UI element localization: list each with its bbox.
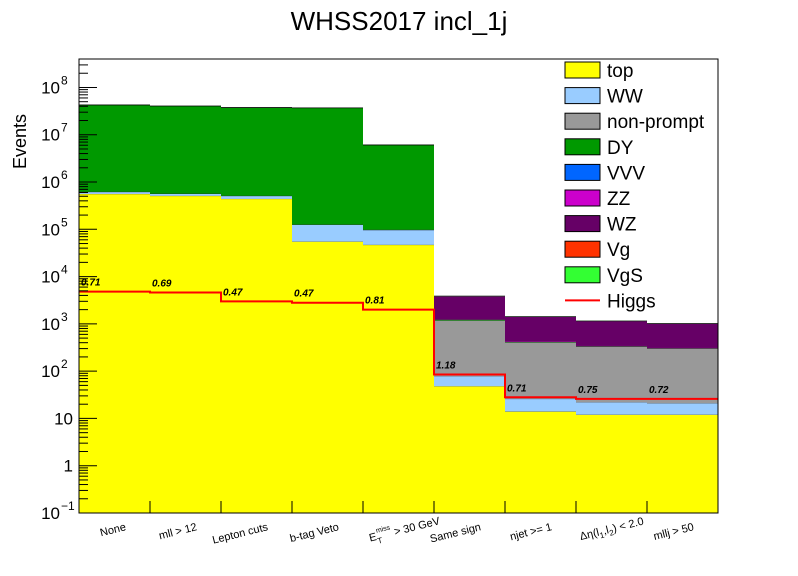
bar-wz-6 bbox=[505, 317, 576, 342]
legend-swatch-3 bbox=[565, 139, 600, 155]
bar-ww-0 bbox=[79, 192, 150, 194]
x-label-miss: miss bbox=[375, 524, 391, 534]
legend-swatch-0 bbox=[565, 62, 600, 78]
x-label-deta: Δη(l bbox=[579, 527, 601, 543]
annotation-4: 0.81 bbox=[365, 296, 385, 307]
y-tick-exp-8: 7 bbox=[61, 121, 68, 135]
legend-label-3: DY bbox=[607, 138, 634, 159]
bar-top-6 bbox=[505, 412, 576, 513]
legend-label-0: top bbox=[607, 61, 633, 82]
bar-ww-2 bbox=[221, 196, 292, 199]
legend-label-8: VgS bbox=[607, 266, 643, 287]
y-tick-label-4: 10 bbox=[41, 315, 60, 334]
y-tick-exp-6: 5 bbox=[61, 215, 68, 229]
bar-ww-3 bbox=[292, 225, 363, 242]
y-tick-label-3: 10 bbox=[41, 362, 60, 381]
y-tick-exp-4: 3 bbox=[61, 310, 68, 324]
annotation-3: 0.47 bbox=[294, 289, 314, 300]
legend-label-9: Higgs bbox=[607, 291, 656, 312]
bar-wz-7 bbox=[576, 321, 647, 346]
bar-ww-6 bbox=[505, 399, 576, 412]
bar-dy-3 bbox=[292, 108, 363, 225]
annotation-7: 0.75 bbox=[578, 385, 598, 396]
bar-wz-5 bbox=[434, 296, 505, 319]
y-axis-label: Events bbox=[10, 114, 30, 169]
legend-label-4: VVV bbox=[607, 163, 645, 184]
y-tick-exp-9: 8 bbox=[61, 73, 68, 87]
chart-title: WHSS2017 incl_1j bbox=[291, 6, 508, 36]
legend-swatch-8 bbox=[565, 267, 600, 283]
annotation-1: 0.69 bbox=[152, 279, 172, 290]
x-tick-label-3: b-tag Veto bbox=[289, 521, 341, 545]
x-tick-label-0: None bbox=[99, 521, 127, 539]
y-tick-label-2: 10 bbox=[54, 409, 73, 428]
x-label-t: T bbox=[377, 536, 384, 546]
bar-top-4 bbox=[363, 245, 434, 513]
y-tick-label-8: 10 bbox=[41, 126, 60, 145]
bar-top-2 bbox=[221, 199, 292, 513]
y-tick-label-9: 10 bbox=[41, 78, 60, 97]
legend-swatch-6 bbox=[565, 216, 600, 232]
legend-swatch-4 bbox=[565, 164, 600, 180]
annotation-2: 0.47 bbox=[223, 287, 243, 298]
y-tick-label-7: 10 bbox=[41, 173, 60, 192]
bar-dy-4 bbox=[363, 145, 434, 230]
legend-label-6: WZ bbox=[607, 215, 637, 236]
x-tick-label-6: njet >= 1 bbox=[509, 521, 553, 543]
legend-swatch-2 bbox=[565, 113, 600, 129]
bar-ww-1 bbox=[150, 194, 221, 196]
annotation-8: 0.72 bbox=[649, 385, 669, 396]
y-tick-exp-3: 2 bbox=[61, 357, 68, 371]
y-tick-exp-0: −1 bbox=[61, 499, 75, 513]
bar-ww-4 bbox=[363, 230, 434, 245]
x-label-rest2: ) < 2.0 bbox=[612, 516, 645, 535]
bar-top-5 bbox=[434, 386, 505, 513]
annotation-6: 0.71 bbox=[507, 383, 527, 394]
legend-label-1: WW bbox=[607, 87, 643, 108]
y-tick-label-1: 1 bbox=[64, 457, 73, 476]
y-tick-exp-7: 6 bbox=[61, 168, 68, 182]
bar-top-0 bbox=[79, 194, 150, 513]
legend-label-2: non-prompt bbox=[607, 112, 705, 133]
y-tick-label-0: 10 bbox=[41, 504, 60, 523]
y-tick-exp-5: 4 bbox=[61, 263, 68, 277]
legend-label-7: Vg bbox=[607, 240, 630, 261]
x-tick-label-1: mll > 12 bbox=[158, 521, 199, 542]
bar-top-8 bbox=[647, 415, 718, 513]
bar-top-7 bbox=[576, 415, 647, 513]
bar-wz-8 bbox=[647, 324, 718, 348]
x-tick-label-2: Lepton cuts bbox=[211, 521, 270, 547]
x-tick-label-7: Δη(l1,l2) < 2.0 bbox=[579, 516, 646, 545]
bar-top-1 bbox=[150, 196, 221, 513]
legend: top WW non-prompt DY VVV ZZ WZ Vg VgS Higgs bbox=[565, 61, 705, 312]
bar-ww-5 bbox=[434, 376, 505, 386]
bar-dy-2 bbox=[221, 108, 292, 196]
bar-ww-7 bbox=[576, 402, 647, 414]
bar-dy-1 bbox=[150, 106, 221, 194]
y-tick-label-6: 10 bbox=[41, 220, 60, 239]
x-tick-label-8: mllj > 50 bbox=[652, 521, 695, 543]
bar-ww-8 bbox=[647, 403, 718, 414]
legend-swatch-7 bbox=[565, 241, 600, 257]
x-tick-label-text-7: Δη(l1,l2) < 2.0 bbox=[579, 516, 646, 545]
bar-dy-0 bbox=[79, 105, 150, 192]
bar-top-3 bbox=[292, 242, 363, 513]
legend-label-5: ZZ bbox=[607, 189, 631, 210]
y-tick-label-5: 10 bbox=[41, 268, 60, 287]
legend-swatch-5 bbox=[565, 190, 600, 206]
legend-swatch-1 bbox=[565, 88, 600, 104]
annotation-5: 1.18 bbox=[436, 360, 456, 371]
